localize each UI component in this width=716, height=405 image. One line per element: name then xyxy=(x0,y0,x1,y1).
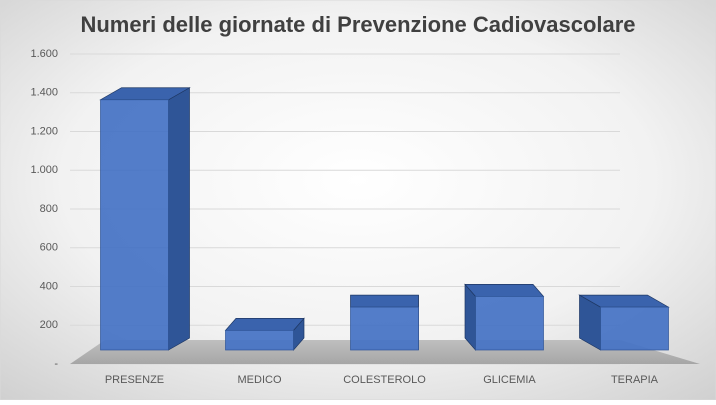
x-tick-label: TERAPIA xyxy=(611,374,659,386)
y-tick-label: 200 xyxy=(40,319,58,331)
y-tick-label: 1.200 xyxy=(30,125,58,137)
bar xyxy=(225,329,294,351)
chart-title: Numeri delle giornate di Prevenzione Cad… xyxy=(80,12,635,37)
y-tick-label: 600 xyxy=(40,242,58,254)
bar xyxy=(475,296,544,351)
bar xyxy=(100,99,169,351)
y-tick-label: 400 xyxy=(40,280,58,292)
bar-top xyxy=(350,294,419,308)
x-tick-label: PRESENZE xyxy=(105,374,164,386)
x-tick-label: GLICEMIA xyxy=(483,374,536,386)
bar-top xyxy=(464,284,545,297)
x-tick-label: COLESTEROLO xyxy=(343,374,426,386)
y-tick-label: 1.400 xyxy=(30,87,58,99)
bar-top xyxy=(224,317,305,331)
bar xyxy=(600,306,669,351)
y-tick-label: 800 xyxy=(40,203,58,215)
y-tick-label: - xyxy=(54,358,58,370)
x-tick-label: MEDICO xyxy=(238,374,282,386)
y-tick-label: 1.600 xyxy=(30,48,58,60)
bar-side xyxy=(168,87,190,351)
y-tick-label: 1.000 xyxy=(30,164,58,176)
bar xyxy=(350,306,419,351)
